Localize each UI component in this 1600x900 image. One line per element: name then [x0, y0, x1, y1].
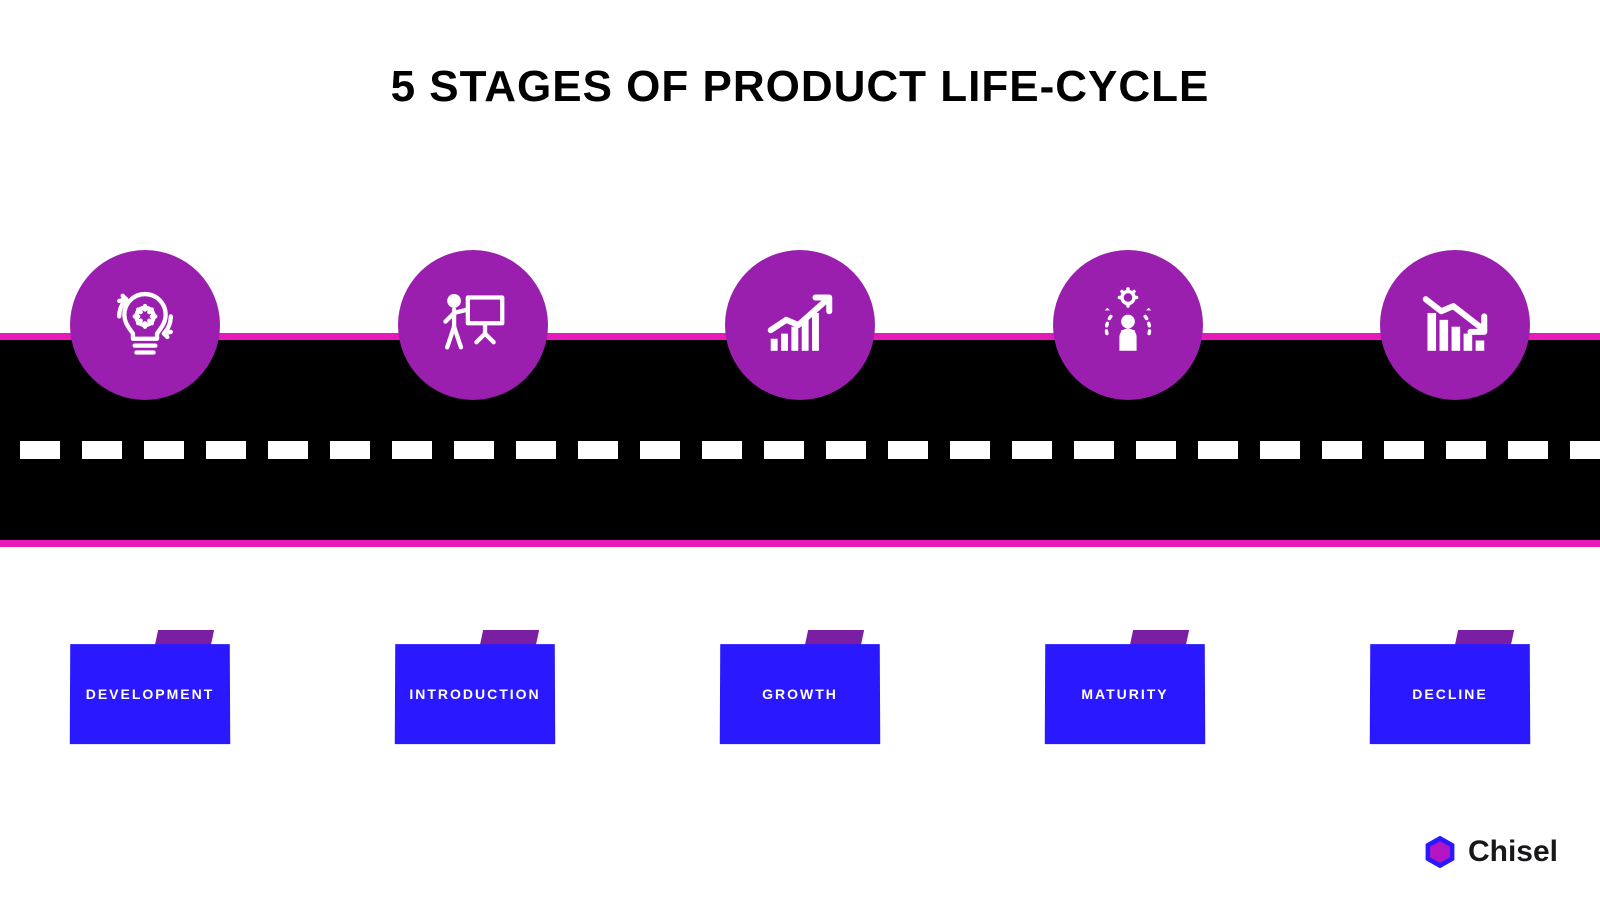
stage-circle-maturity — [1053, 250, 1203, 400]
chart-down-icon — [1412, 282, 1498, 368]
card-label: DECLINE — [1412, 686, 1487, 702]
card-label: GROWTH — [762, 686, 838, 702]
card-body: DECLINE — [1370, 644, 1530, 744]
person-gear-icon — [1085, 282, 1171, 368]
brand-logo-text: Chisel — [1468, 835, 1558, 869]
card-label: MATURITY — [1081, 686, 1168, 702]
road-stripe-bottom — [0, 540, 1600, 547]
chart-up-icon — [757, 282, 843, 368]
stage-card-decline: DECLINE — [1370, 630, 1530, 745]
stage-circle-growth — [725, 250, 875, 400]
card-label: DEVELOPMENT — [86, 686, 215, 702]
infographic-root: 5 STAGES OF PRODUCT LIFE-CYCLE — [0, 0, 1600, 900]
lightbulb-gear-icon — [102, 282, 188, 368]
stage-card-growth: GROWTH — [720, 630, 880, 745]
road-dash-row — [20, 441, 1600, 459]
stage-cards-row: DEVELOPMENT INTRODUCTION GROWTH MATURITY… — [0, 630, 1600, 745]
card-body: MATURITY — [1045, 644, 1205, 744]
stage-card-development: DEVELOPMENT — [70, 630, 230, 745]
card-label: INTRODUCTION — [409, 686, 540, 702]
stage-circle-decline — [1380, 250, 1530, 400]
stage-card-introduction: INTRODUCTION — [395, 630, 555, 745]
chisel-hex-icon — [1422, 834, 1458, 870]
stage-circle-development — [70, 250, 220, 400]
page-title: 5 STAGES OF PRODUCT LIFE-CYCLE — [0, 62, 1600, 112]
stage-card-maturity: MATURITY — [1045, 630, 1205, 745]
stage-circle-introduction — [398, 250, 548, 400]
brand-logo: Chisel — [1422, 834, 1558, 870]
card-body: INTRODUCTION — [395, 644, 555, 744]
card-body: GROWTH — [720, 644, 880, 744]
card-body: DEVELOPMENT — [70, 644, 230, 744]
presenter-icon — [430, 282, 516, 368]
stage-circles-row — [0, 250, 1600, 400]
